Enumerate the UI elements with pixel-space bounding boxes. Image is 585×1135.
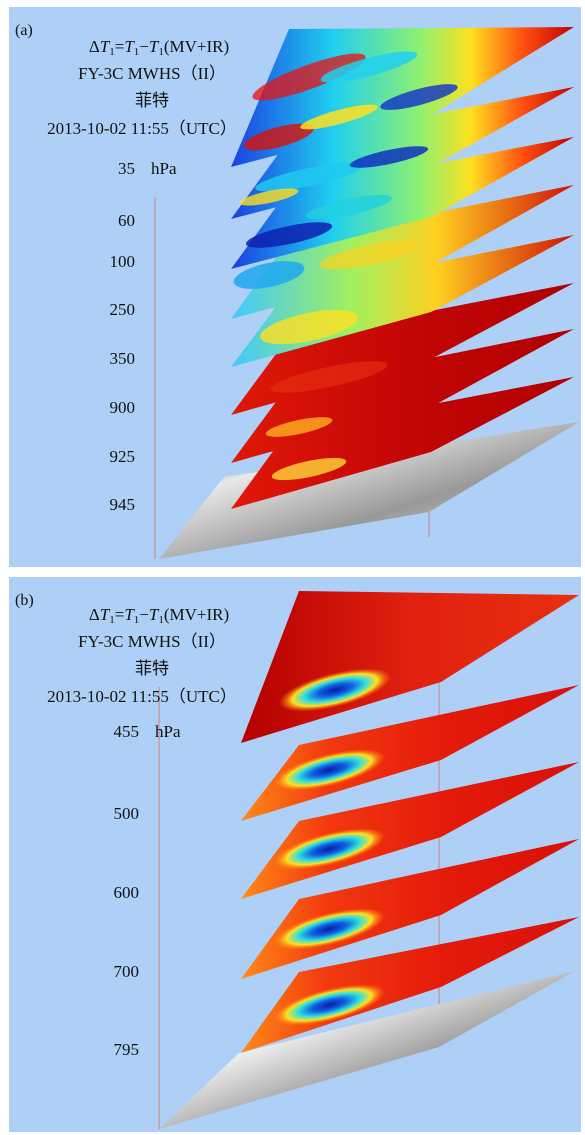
typhoon-name: 菲特 xyxy=(135,659,169,678)
unit-label: hPa xyxy=(151,159,177,178)
unit-label: hPa xyxy=(155,722,181,741)
panel-label: (a) xyxy=(15,22,33,39)
panel-b-volume xyxy=(158,591,579,1129)
formula: ΔT1=T1−T1(MV+IR) xyxy=(88,37,230,58)
level-label: 945 xyxy=(109,495,136,514)
level-label: 35 xyxy=(118,159,135,178)
typhoon-name: 菲特 xyxy=(135,91,169,110)
panel-a: (a) ΔT1=T1−T1(MV+IR) FY-3C MWHS（II） 菲特 2… xyxy=(9,7,581,567)
panel-label: (b) xyxy=(15,592,34,609)
formula: ΔT1=T1−T1(MV+IR) xyxy=(88,605,230,626)
level-label: 60 xyxy=(118,211,135,230)
level-label: 455 xyxy=(113,722,140,741)
level-label: 700 xyxy=(113,962,140,981)
satellite-cloud-image xyxy=(159,422,579,559)
level-label: 925 xyxy=(109,447,136,466)
layer-925 xyxy=(231,329,574,463)
level-label: 900 xyxy=(109,398,136,417)
datetime-label: 2013-10-02 11:55（UTC） xyxy=(47,687,237,706)
layer-945 xyxy=(231,377,574,509)
datetime-label: 2013-10-02 11:55（UTC） xyxy=(47,119,237,138)
level-label: 100 xyxy=(109,252,136,271)
level-label: 600 xyxy=(113,883,140,902)
level-label: 350 xyxy=(109,349,136,368)
instrument-label: FY-3C MWHS（II） xyxy=(78,632,226,651)
satellite-cloud-image xyxy=(159,971,575,1129)
panel-a-volume xyxy=(154,27,579,559)
level-label: 795 xyxy=(113,1040,140,1059)
level-label: 250 xyxy=(109,300,136,319)
instrument-label: FY-3C MWHS（II） xyxy=(78,64,226,83)
layer-455 xyxy=(241,591,579,743)
level-label: 500 xyxy=(113,804,140,823)
panel-b: (b) ΔT1=T1−T1(MV+IR) FY-3C MWHS（II） 菲特 2… xyxy=(9,577,581,1132)
